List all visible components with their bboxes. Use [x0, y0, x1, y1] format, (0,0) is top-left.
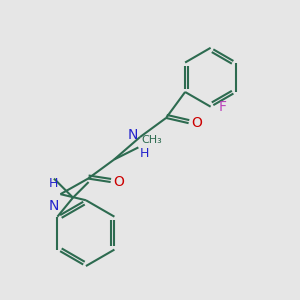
Text: CH₃: CH₃: [141, 135, 162, 145]
Text: N: N: [48, 200, 59, 213]
Text: F: F: [218, 100, 226, 114]
Text: H: H: [140, 147, 149, 161]
Text: O: O: [191, 116, 202, 130]
Text: N: N: [128, 128, 138, 142]
Text: H: H: [48, 177, 58, 190]
Text: O: O: [113, 175, 124, 189]
